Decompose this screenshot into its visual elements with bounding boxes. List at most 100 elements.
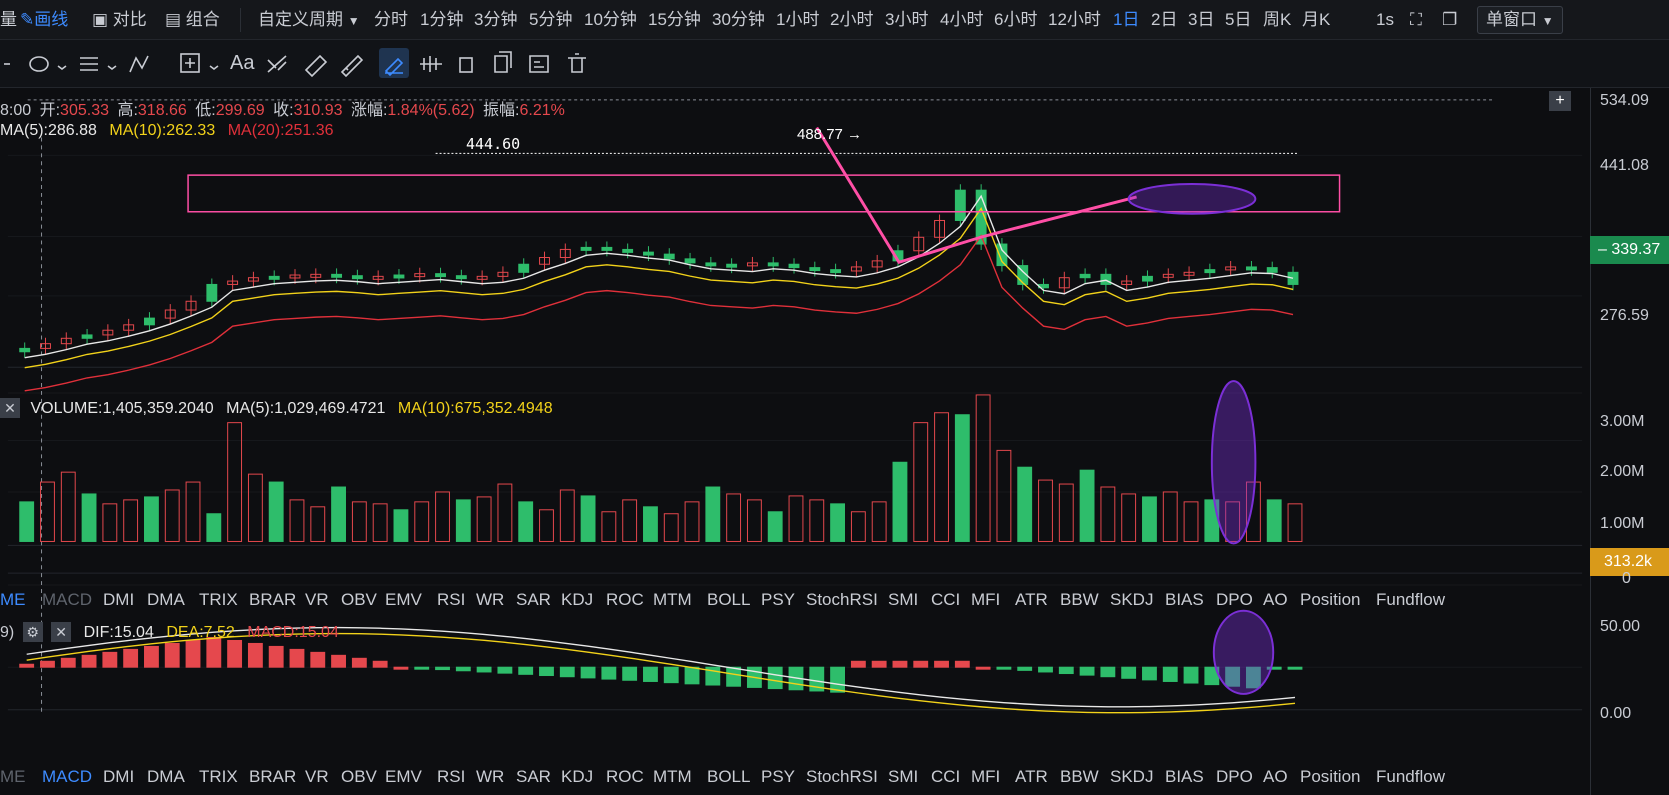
- tab-dmi[interactable]: DMI: [103, 590, 135, 609]
- tab-dpo[interactable]: DPO: [1216, 590, 1253, 609]
- tab-wr[interactable]: WR: [476, 590, 505, 609]
- tab-ao[interactable]: AO: [1263, 590, 1288, 609]
- tab-bias[interactable]: BIAS: [1165, 767, 1204, 786]
- gear-icon[interactable]: ⚙: [22, 622, 43, 642]
- tab-roc[interactable]: ROC: [606, 590, 644, 609]
- period-18[interactable]: 月K: [1302, 10, 1331, 29]
- draw-button[interactable]: ✎画线: [20, 0, 68, 40]
- close-icon[interactable]: ✕: [51, 622, 72, 642]
- tab-obv[interactable]: OBV: [341, 590, 377, 609]
- candle-tool-icon: [420, 56, 442, 72]
- macd-bar: [123, 648, 139, 668]
- tab-sar[interactable]: SAR: [516, 590, 551, 609]
- tab-vr[interactable]: VR: [305, 767, 329, 786]
- pen-tool-button[interactable]: [379, 48, 409, 78]
- tab-wr[interactable]: WR: [476, 767, 505, 786]
- tab-emv[interactable]: EMV: [385, 767, 422, 786]
- tab-smi[interactable]: SMI: [888, 767, 919, 786]
- period-0[interactable]: 分时: [374, 10, 408, 29]
- tab-ao[interactable]: AO: [1263, 767, 1288, 786]
- tab-skdj[interactable]: SKDJ: [1110, 767, 1154, 786]
- period-9[interactable]: 3小时: [885, 10, 929, 29]
- tab-psy[interactable]: PSY: [761, 767, 796, 786]
- tab-position[interactable]: Position: [1300, 767, 1361, 786]
- popout-icon[interactable]: ❐: [1442, 10, 1458, 29]
- tab-bbw[interactable]: BBW: [1060, 590, 1099, 609]
- tab-mfi[interactable]: MFI: [971, 767, 1001, 786]
- pattern-tool-icon: [267, 55, 287, 73]
- tab-boll[interactable]: BOLL: [707, 767, 751, 786]
- tab-vr[interactable]: VR: [305, 590, 329, 609]
- tab-skdj[interactable]: SKDJ: [1110, 590, 1154, 609]
- period-2[interactable]: 3分钟: [474, 10, 518, 29]
- period-15[interactable]: 3日: [1188, 10, 1215, 29]
- period-17[interactable]: 周K: [1263, 10, 1292, 29]
- tab-rsi[interactable]: RSI: [437, 590, 466, 609]
- tab-mfi[interactable]: MFI: [971, 590, 1001, 609]
- period-7[interactable]: 1小时: [776, 10, 820, 29]
- volume-bar: [1038, 479, 1053, 542]
- tab-me[interactable]: ME: [0, 767, 26, 786]
- period-1[interactable]: 1分钟: [420, 10, 464, 29]
- period-13[interactable]: 1日: [1113, 10, 1140, 29]
- tab-stochrsi[interactable]: StochRSI: [806, 767, 878, 786]
- interval-button[interactable]: 1s: [1376, 10, 1394, 29]
- period-3[interactable]: 5分钟: [529, 10, 573, 29]
- close-icon[interactable]: ✕: [0, 398, 20, 418]
- window-mode-select[interactable]: 单窗口 ▼: [1477, 6, 1563, 34]
- tab-fundflow[interactable]: Fundflow: [1376, 767, 1445, 786]
- tab-boll[interactable]: BOLL: [707, 590, 751, 609]
- tab-atr[interactable]: ATR: [1015, 767, 1048, 786]
- period-6[interactable]: 30分钟: [712, 10, 765, 29]
- tab-obv[interactable]: OBV: [341, 767, 377, 786]
- text-tool-icon[interactable]: Aa: [230, 52, 255, 74]
- volume-bar: [954, 414, 970, 542]
- tab-kdj[interactable]: KDJ: [561, 590, 594, 609]
- tab-dpo[interactable]: DPO: [1216, 767, 1253, 786]
- tab-rsi[interactable]: RSI: [437, 767, 466, 786]
- tab-dma[interactable]: DMA: [147, 767, 185, 786]
- period-8[interactable]: 2小时: [830, 10, 874, 29]
- period-5[interactable]: 15分钟: [648, 10, 701, 29]
- tab-bias[interactable]: BIAS: [1165, 590, 1204, 609]
- custom-period-dropdown[interactable]: 自定义周期 ▼: [258, 0, 360, 40]
- tab-brar[interactable]: BRAR: [249, 590, 297, 609]
- tab-me[interactable]: ME: [0, 590, 26, 609]
- tab-mtm[interactable]: MTM: [653, 767, 692, 786]
- fullscreen-icon[interactable]: ⛶: [1410, 10, 1422, 29]
- tab-atr[interactable]: ATR: [1015, 590, 1048, 609]
- macd-bar: [539, 666, 554, 677]
- toolbar-cut-label[interactable]: 量: [0, 10, 17, 29]
- tab-stochrsi[interactable]: StochRSI: [806, 590, 878, 609]
- tab-dma[interactable]: DMA: [147, 590, 185, 609]
- period-14[interactable]: 2日: [1151, 10, 1178, 29]
- tab-trix[interactable]: TRIX: [199, 590, 238, 609]
- tab-fundflow[interactable]: Fundflow: [1376, 590, 1445, 609]
- period-11[interactable]: 6小时: [994, 10, 1038, 29]
- tab-bbw[interactable]: BBW: [1060, 767, 1099, 786]
- tab-kdj[interactable]: KDJ: [561, 767, 594, 786]
- tab-cci[interactable]: CCI: [931, 767, 961, 786]
- tab-cci[interactable]: CCI: [931, 590, 961, 609]
- tab-sar[interactable]: SAR: [516, 767, 551, 786]
- tab-brar[interactable]: BRAR: [249, 767, 297, 786]
- tab-roc[interactable]: ROC: [606, 767, 644, 786]
- add-icon[interactable]: +: [1549, 91, 1571, 111]
- tab-trix[interactable]: TRIX: [199, 767, 238, 786]
- kline-chart[interactable]: [0, 88, 1590, 788]
- indicator-tabs-bottom: ME MACD DMI DMA TRIX BRAR VR OBV EMV RSI WR SAR KDJ R…: [0, 765, 1590, 793]
- tab-mtm[interactable]: MTM: [653, 590, 692, 609]
- period-10[interactable]: 4小时: [940, 10, 984, 29]
- tab-macd[interactable]: MACD: [42, 590, 93, 609]
- compare-button[interactable]: ▣ 对比: [92, 0, 147, 40]
- period-12[interactable]: 12小时: [1048, 10, 1101, 29]
- tab-macd[interactable]: MACD: [42, 767, 93, 786]
- tab-psy[interactable]: PSY: [761, 590, 796, 609]
- period-16[interactable]: 5日: [1225, 10, 1252, 29]
- tab-dmi[interactable]: DMI: [103, 767, 135, 786]
- tab-position[interactable]: Position: [1300, 590, 1361, 609]
- combine-button[interactable]: ▤ 组合: [165, 0, 220, 40]
- tab-emv[interactable]: EMV: [385, 590, 422, 609]
- tab-smi[interactable]: SMI: [888, 590, 919, 609]
- period-4[interactable]: 10分钟: [584, 10, 637, 29]
